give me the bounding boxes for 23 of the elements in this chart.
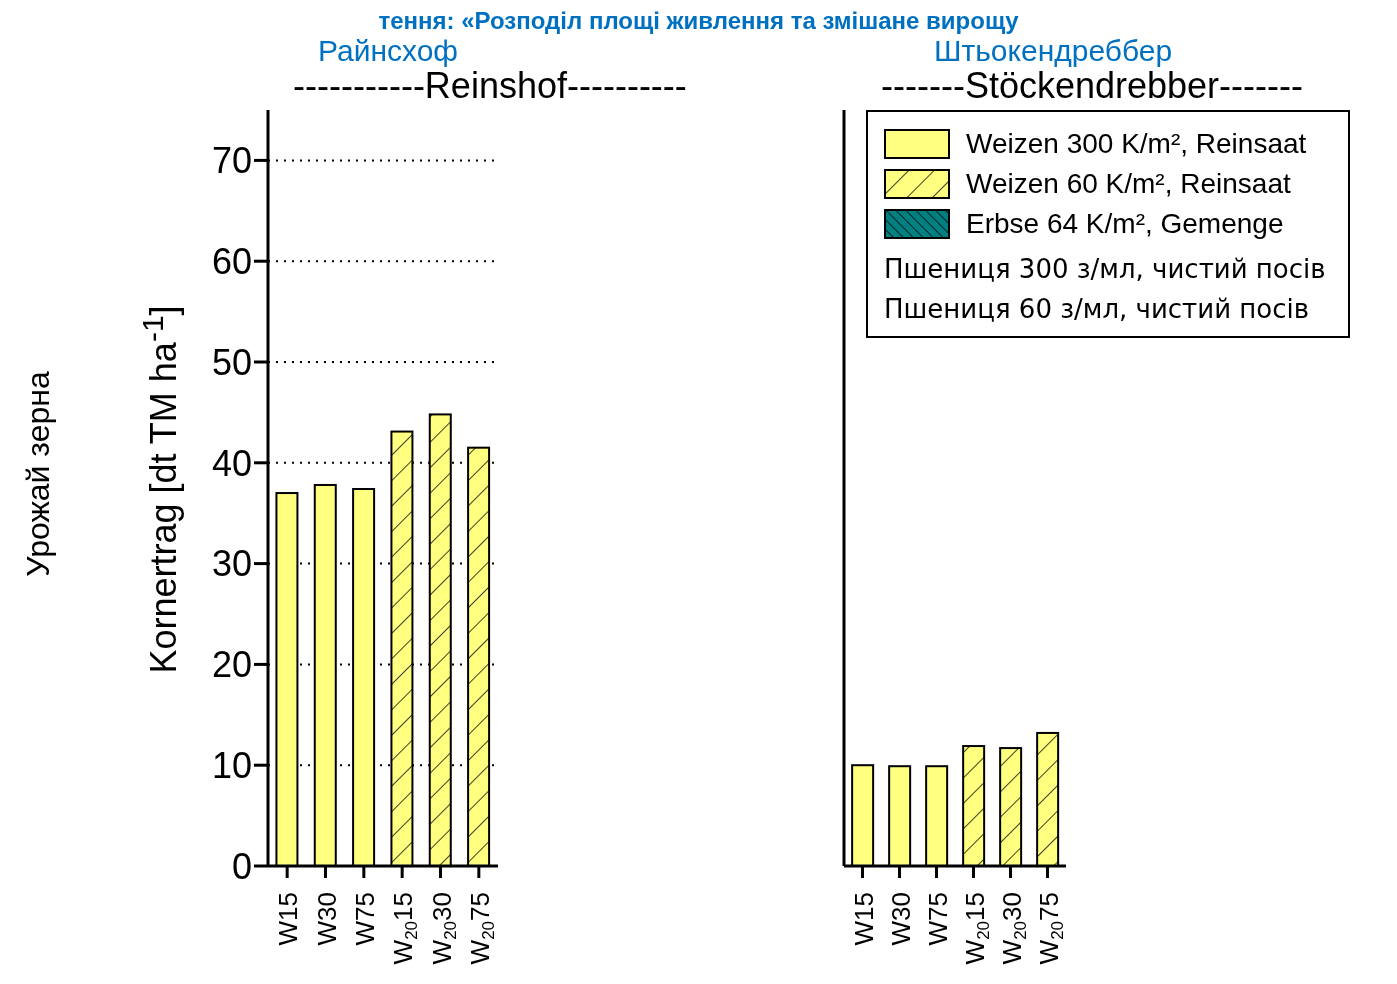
text: Урожай зерна <box>19 370 57 579</box>
annotation: Пшениця 60 з/мл, чистий посів <box>884 294 1311 324</box>
y-tick-label: 20 <box>211 644 252 686</box>
x-tick-label: W15 <box>848 892 879 946</box>
y-tick-label: 40 <box>211 442 252 484</box>
y-tick-label: 30 <box>211 543 252 585</box>
y-tick-label: 50 <box>211 341 252 383</box>
legend-label: Weizen 60 K/m², Reinsaat <box>966 168 1291 200</box>
y-tick-label: 70 <box>211 140 252 182</box>
chart-subtitle: Штьокендреббер <box>933 34 1174 68</box>
y-tick-label: 0 <box>231 845 252 887</box>
x-tick-label: W30 <box>311 892 342 946</box>
chart-subtitle: Райнсхоф <box>316 34 460 68</box>
x-tick-label: W75 <box>922 892 953 946</box>
y-tick-label: 10 <box>211 744 252 786</box>
x-tick-label: W75 <box>349 892 380 946</box>
legend-label: Erbse 64 K/m², Gemenge <box>966 208 1284 240</box>
annotation: Пшениця 300 з/мл, чистий посів <box>884 254 1327 284</box>
legend-label: Weizen 300 K/m², Reinsaat <box>966 128 1307 160</box>
x-tick-label: W15 <box>273 892 304 946</box>
text: тення: «Розподіл площі живлення та змішане вирощу <box>377 7 1020 34</box>
x-tick-label: W30 <box>885 892 916 946</box>
y-tick-label: 60 <box>211 240 252 282</box>
